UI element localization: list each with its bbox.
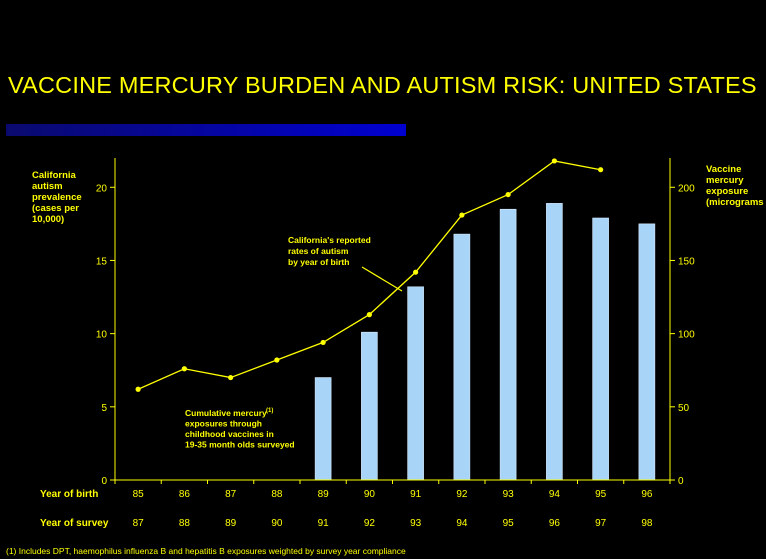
survey-year-label: 94 bbox=[456, 518, 468, 529]
left-axis-tick-label: 20 bbox=[96, 183, 108, 194]
autism-rate-point bbox=[135, 386, 141, 392]
survey-year-label: 92 bbox=[364, 518, 376, 529]
x-tick-label: 90 bbox=[364, 489, 376, 500]
x-tick-label: 94 bbox=[549, 489, 561, 500]
right-axis-tick-label: 200 bbox=[678, 183, 695, 194]
footnote: (1) Includes DPT, haemophilus influenza … bbox=[6, 546, 406, 556]
left-axis-title: California autism prevalence (cases per … bbox=[32, 170, 82, 225]
annotation-mercury-superscript: (1) bbox=[266, 408, 273, 414]
right-axis-tick-label: 0 bbox=[678, 476, 684, 487]
x-tick-label: 88 bbox=[271, 489, 283, 500]
survey-year-label: 87 bbox=[133, 518, 145, 529]
title-underline-bar bbox=[6, 124, 406, 136]
x-tick-label: 93 bbox=[503, 489, 515, 500]
x-tick-label: 92 bbox=[456, 489, 468, 500]
annotation-mercury-line: childhood vaccines in bbox=[185, 429, 274, 439]
survey-year-label: 88 bbox=[179, 518, 191, 529]
year-of-birth-label: Year of birth bbox=[40, 489, 98, 500]
survey-year-label: 95 bbox=[503, 518, 515, 529]
x-tick-label: 95 bbox=[595, 489, 607, 500]
survey-year-label: 90 bbox=[271, 518, 283, 529]
right-axis-title: Vaccine mercury exposure (micrograms bbox=[706, 164, 766, 208]
survey-year-label: 98 bbox=[641, 518, 653, 529]
autism-rate-point bbox=[505, 191, 511, 198]
annotation-autism-leader bbox=[361, 266, 403, 292]
bar bbox=[546, 203, 563, 481]
bar bbox=[638, 223, 656, 481]
right-axis-title-line: (micrograms bbox=[706, 197, 764, 208]
right-axis-tick-label: 100 bbox=[678, 330, 695, 341]
autism-rate-point bbox=[228, 374, 234, 381]
right-axis-title-line: exposure bbox=[706, 186, 749, 197]
bar bbox=[314, 377, 332, 481]
bar bbox=[453, 233, 471, 481]
x-tick-label: 96 bbox=[641, 489, 653, 500]
annotation-autism-line: California's reported bbox=[288, 235, 371, 245]
annotation-mercury-line: 19-35 month olds surveyed bbox=[185, 440, 295, 450]
left-axis-title-line: prevalence bbox=[32, 192, 82, 203]
slide-title: VACCINE MERCURY BURDEN AND AUTISM RISK: … bbox=[8, 72, 757, 98]
x-tick-label: 89 bbox=[318, 489, 330, 500]
x-tick-label: 91 bbox=[410, 489, 422, 500]
autism-rate-point bbox=[551, 158, 557, 164]
left-axis-title-line: 10,000) bbox=[32, 214, 65, 225]
survey-year-label: 93 bbox=[410, 518, 422, 529]
autism-rate-point bbox=[320, 339, 326, 346]
bar bbox=[592, 217, 609, 481]
left-axis-title-line: (cases per bbox=[32, 203, 80, 214]
left-axis-tick-label: 15 bbox=[96, 256, 108, 267]
survey-year-label: 89 bbox=[225, 518, 237, 529]
autism-rate-point bbox=[459, 212, 465, 218]
right-axis-tick-label: 50 bbox=[678, 403, 690, 414]
autism-rate-point bbox=[274, 357, 280, 363]
annotation-autism-line: rates of autism bbox=[288, 246, 349, 256]
left-axis-title-line: California bbox=[32, 170, 76, 181]
left-axis-tick-label: 5 bbox=[101, 403, 107, 414]
year-of-survey-label: Year of survey bbox=[40, 518, 109, 529]
right-axis-title-line: Vaccine bbox=[706, 164, 742, 175]
bar bbox=[407, 286, 424, 481]
annotation-mercury-line: Cumulative mercury bbox=[185, 408, 267, 418]
right-axis-tick-label: 150 bbox=[678, 256, 695, 267]
x-tick-label: 87 bbox=[225, 489, 237, 500]
annotation-mercury-line: exposures through bbox=[185, 419, 262, 429]
x-tick-label: 86 bbox=[179, 489, 191, 500]
autism-rate-point bbox=[413, 269, 419, 275]
survey-year-label: 91 bbox=[318, 518, 330, 529]
autism-rate-point bbox=[598, 167, 604, 173]
left-axis-tick-label: 0 bbox=[101, 476, 107, 487]
autism-rate-point bbox=[181, 366, 187, 372]
autism-rate-point bbox=[366, 312, 372, 318]
annotation-autism-line: by year of birth bbox=[288, 257, 349, 267]
bar bbox=[361, 331, 378, 481]
survey-year-label: 97 bbox=[595, 518, 607, 529]
survey-year-label: 96 bbox=[549, 518, 561, 529]
bar bbox=[499, 208, 517, 481]
left-axis-title-line: autism bbox=[32, 181, 63, 192]
x-tick-label: 85 bbox=[133, 489, 145, 500]
right-axis-title-line: mercury bbox=[706, 175, 744, 186]
left-axis-tick-label: 10 bbox=[96, 330, 108, 341]
